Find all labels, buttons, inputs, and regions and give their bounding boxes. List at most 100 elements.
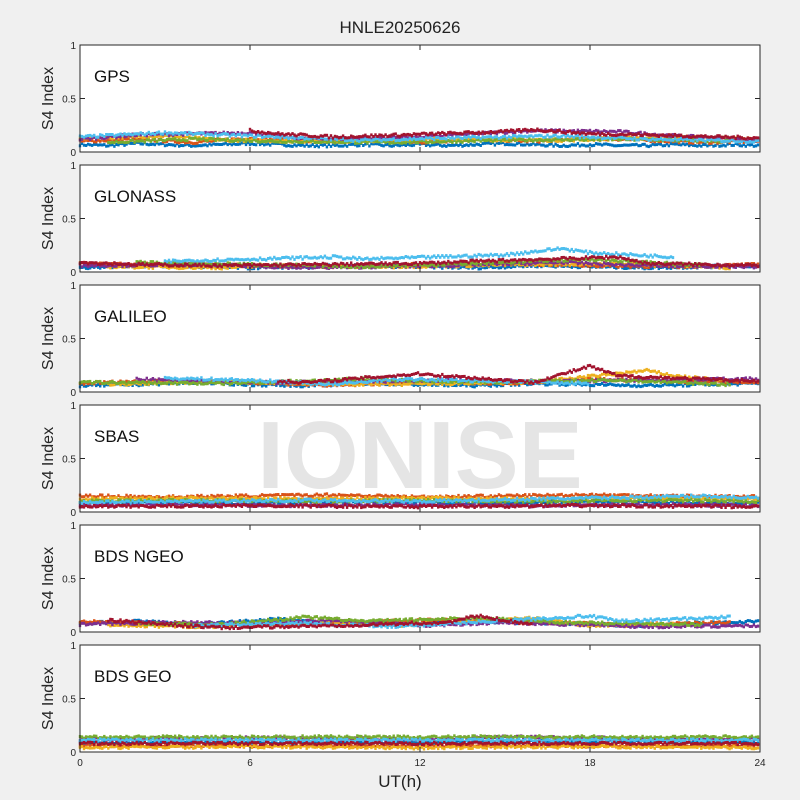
data-point: [423, 255, 425, 258]
data-point: [150, 260, 152, 263]
data-point: [643, 384, 645, 387]
data-point: [285, 256, 287, 259]
data-point: [516, 135, 518, 138]
data-point: [413, 137, 415, 140]
data-point: [168, 143, 170, 146]
data-point: [235, 258, 237, 261]
data-point: [753, 141, 755, 144]
data-point: [516, 251, 518, 254]
data-point: [617, 129, 619, 132]
data-point: [320, 255, 322, 258]
data-point: [186, 139, 188, 142]
data-point: [508, 260, 510, 263]
data-point: [652, 143, 654, 146]
data-point: [312, 143, 314, 146]
data-point: [575, 264, 577, 267]
data-point: [346, 139, 348, 142]
data-point: [107, 141, 109, 144]
data-point: [261, 264, 263, 267]
data-point: [210, 133, 212, 136]
data-point: [184, 259, 186, 262]
data-point: [720, 136, 722, 139]
data-point: [115, 140, 117, 143]
data-point: [397, 261, 399, 264]
data-point: [115, 262, 117, 265]
data-point: [388, 134, 390, 137]
data-point: [575, 132, 577, 135]
data-point: [439, 256, 441, 259]
data-point: [558, 248, 560, 251]
data-point: [346, 145, 348, 148]
data-point: [643, 143, 645, 146]
data-point: [218, 143, 220, 146]
data-point: [405, 262, 407, 265]
data-point: [326, 134, 328, 137]
data-point: [635, 133, 637, 136]
data-point: [328, 136, 330, 139]
data-point: [370, 265, 372, 268]
data-point: [643, 253, 645, 256]
data-point: [617, 261, 619, 264]
data-point: [299, 255, 301, 258]
data-point: [753, 145, 755, 148]
data-point: [575, 144, 577, 147]
data-point: [423, 261, 425, 264]
data-point: [482, 260, 484, 263]
y-tick-label: 0: [70, 148, 76, 159]
data-point: [431, 261, 433, 264]
data-point: [320, 263, 322, 266]
data-point: [405, 255, 407, 258]
data-point: [516, 260, 518, 263]
data-point: [455, 261, 457, 264]
data-point: [133, 263, 135, 266]
data-point: [498, 137, 500, 140]
data-point: [745, 141, 747, 144]
data-point: [635, 259, 637, 262]
data-point: [508, 130, 510, 133]
data-point: [405, 144, 407, 147]
data-point: [728, 265, 730, 268]
data-point: [702, 139, 704, 142]
data-point: [320, 134, 322, 137]
data-point: [200, 131, 202, 134]
data-point: [686, 138, 688, 141]
data-point: [558, 136, 560, 139]
data-point: [243, 258, 245, 261]
data-point: [490, 142, 492, 145]
data-point: [388, 257, 390, 260]
data-point: [583, 136, 585, 139]
data-point: [362, 263, 364, 266]
y-axis-label: S4 Index: [40, 67, 57, 130]
data-point: [668, 139, 670, 142]
data-point: [380, 144, 382, 147]
data-point: [652, 384, 654, 387]
data-point: [490, 253, 492, 256]
data-point: [745, 263, 747, 266]
data-point: [583, 250, 585, 253]
data-point: [455, 136, 457, 139]
data-point: [558, 129, 560, 132]
data-point: [540, 144, 542, 147]
data-point: [668, 144, 670, 147]
data-point: [686, 135, 688, 138]
data-point: [635, 143, 637, 146]
data-point: [593, 252, 595, 255]
data-point: [643, 266, 645, 269]
data-point: [635, 254, 637, 257]
data-point: [439, 144, 441, 147]
data-point: [431, 141, 433, 144]
data-point: [200, 144, 202, 147]
data-point: [678, 265, 680, 268]
data-point: [210, 265, 212, 268]
data-point: [737, 140, 739, 143]
data-point: [303, 138, 305, 141]
data-point: [601, 137, 603, 140]
data-point: [107, 144, 109, 147]
data-point: [490, 135, 492, 138]
data-point: [625, 258, 627, 261]
data-point: [567, 248, 569, 251]
data-point: [617, 144, 619, 147]
data-point: [253, 258, 255, 261]
